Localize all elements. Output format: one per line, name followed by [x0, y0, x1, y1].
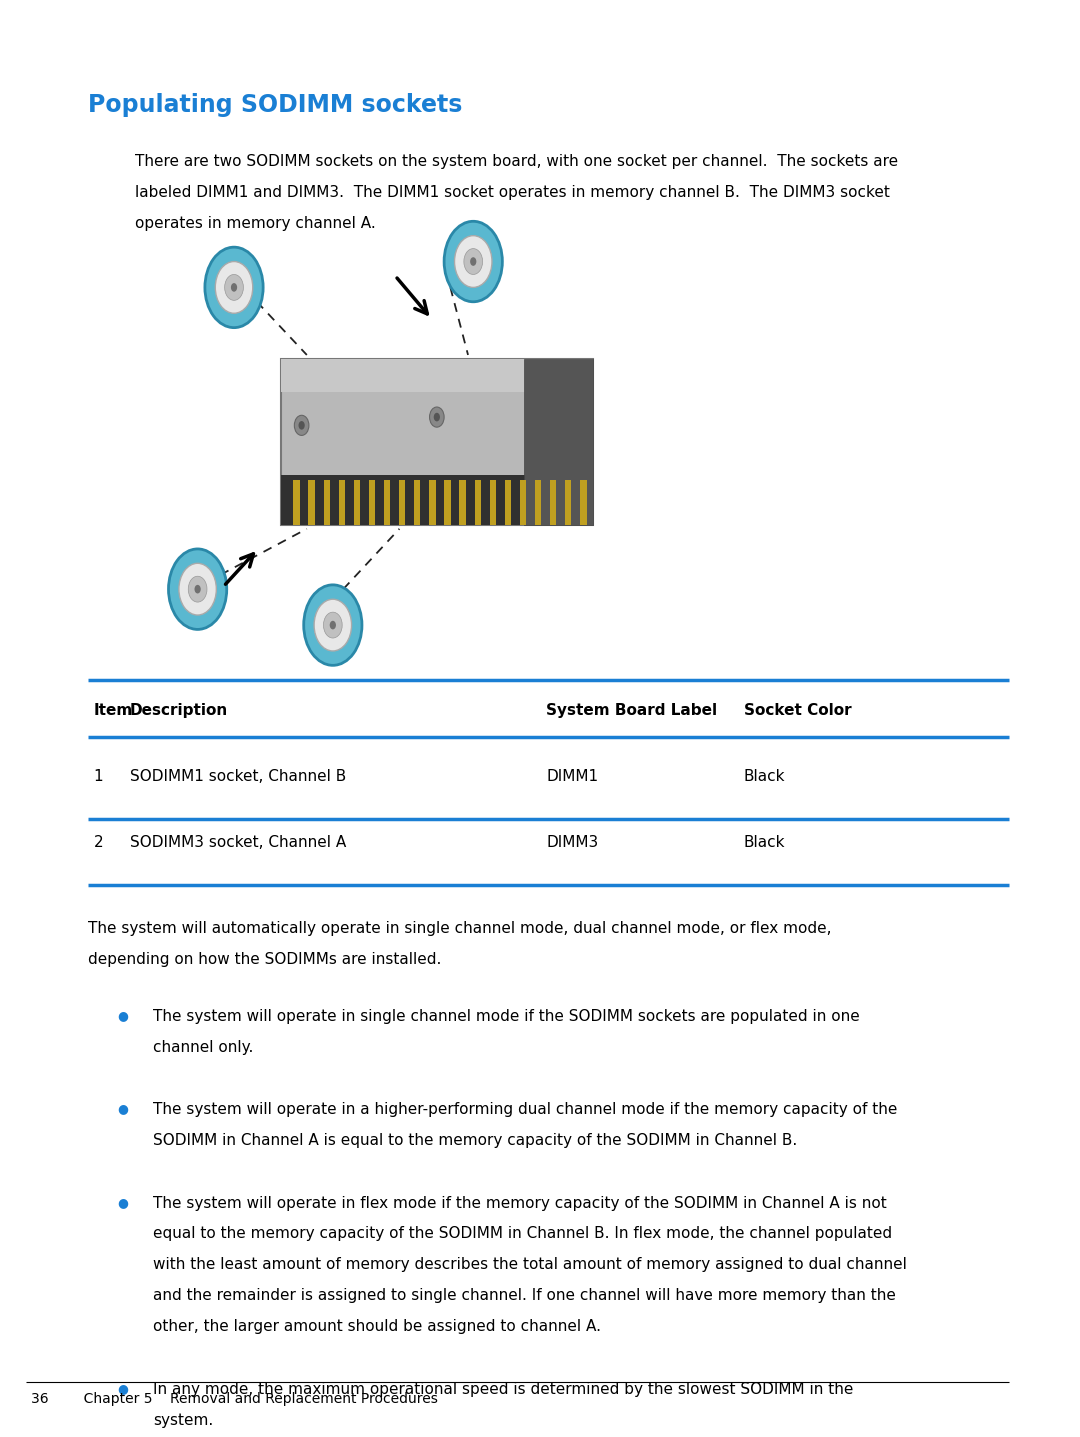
Text: system.: system. [153, 1413, 213, 1427]
Circle shape [205, 247, 264, 328]
Bar [504, 480, 511, 525]
Circle shape [179, 563, 216, 615]
Text: System Board Label: System Board Label [546, 703, 717, 717]
Bar [459, 480, 465, 525]
Circle shape [168, 549, 227, 629]
Circle shape [303, 585, 362, 665]
Circle shape [215, 262, 253, 313]
Text: Item: Item [94, 703, 133, 717]
Text: equal to the memory capacity of the SODIMM in Channel B. In flex mode, the chann: equal to the memory capacity of the SODI… [153, 1226, 892, 1242]
Bar [339, 480, 345, 525]
Bar [384, 480, 390, 525]
Circle shape [464, 249, 483, 274]
Circle shape [430, 407, 444, 427]
Text: There are two SODIMM sockets on the system board, with one socket per channel.  : There are two SODIMM sockets on the syst… [135, 154, 899, 168]
Text: SODIMM in Channel A is equal to the memory capacity of the SODIMM in Channel B.: SODIMM in Channel A is equal to the memo… [153, 1132, 797, 1148]
Text: with the least amount of memory describes the total amount of memory assigned to: with the least amount of memory describe… [153, 1257, 907, 1272]
Bar [414, 480, 420, 525]
Text: The system will operate in a higher-performing dual channel mode if the memory c: The system will operate in a higher-perf… [153, 1102, 897, 1117]
Bar [369, 480, 375, 525]
FancyBboxPatch shape [281, 359, 593, 525]
Text: Description: Description [130, 703, 228, 717]
Bar [550, 480, 556, 525]
Text: SODIMM3 socket, Channel A: SODIMM3 socket, Channel A [130, 835, 347, 849]
Text: 36        Chapter 5    Removal and Replacement Procedures: 36 Chapter 5 Removal and Replacement Pro… [31, 1392, 438, 1407]
Circle shape [188, 576, 207, 602]
Bar [444, 480, 450, 525]
Circle shape [329, 621, 336, 629]
Circle shape [434, 412, 440, 421]
Bar [354, 480, 360, 525]
Bar [524, 359, 593, 525]
Bar [489, 480, 496, 525]
Text: The system will automatically operate in single channel mode, dual channel mode,: The system will automatically operate in… [89, 921, 832, 935]
Text: Socket Color: Socket Color [744, 703, 851, 717]
Circle shape [314, 599, 352, 651]
Bar [309, 480, 314, 525]
Bar [519, 480, 526, 525]
Text: ●: ● [118, 1102, 129, 1115]
Bar [294, 480, 299, 525]
Bar [474, 480, 481, 525]
Text: DIMM1: DIMM1 [546, 769, 598, 783]
Text: Black: Black [744, 835, 785, 849]
Text: channel only.: channel only. [153, 1040, 254, 1055]
Text: operates in memory channel A.: operates in memory channel A. [135, 216, 376, 230]
Text: ●: ● [118, 1009, 129, 1022]
Circle shape [444, 221, 502, 302]
Text: DIMM3: DIMM3 [546, 835, 598, 849]
Circle shape [298, 421, 305, 430]
Text: 1: 1 [94, 769, 104, 783]
Text: In any mode, the maximum operational speed is determined by the slowest SODIMM i: In any mode, the maximum operational spe… [153, 1382, 853, 1397]
Text: depending on how the SODIMMs are installed.: depending on how the SODIMMs are install… [89, 953, 442, 967]
Circle shape [295, 415, 309, 435]
Text: The system will operate in single channel mode if the SODIMM sockets are populat: The system will operate in single channe… [153, 1009, 860, 1023]
Text: ●: ● [118, 1196, 129, 1209]
Bar [324, 480, 329, 525]
Text: labeled DIMM1 and DIMM3.  The DIMM1 socket operates in memory channel B.  The DI: labeled DIMM1 and DIMM3. The DIMM1 socke… [135, 184, 890, 200]
Circle shape [455, 236, 492, 287]
Bar [281, 359, 593, 392]
Text: other, the larger amount should be assigned to channel A.: other, the larger amount should be assig… [153, 1319, 600, 1334]
Bar [535, 480, 541, 525]
Text: 2: 2 [94, 835, 104, 849]
Bar [400, 480, 405, 525]
Bar [429, 480, 435, 525]
Text: Black: Black [744, 769, 785, 783]
Text: ●: ● [118, 1382, 129, 1395]
Text: The system will operate in flex mode if the memory capacity of the SODIMM in Cha: The system will operate in flex mode if … [153, 1196, 887, 1210]
Text: Populating SODIMM sockets: Populating SODIMM sockets [89, 93, 463, 118]
Circle shape [324, 612, 342, 638]
Circle shape [470, 257, 476, 266]
Text: SODIMM1 socket, Channel B: SODIMM1 socket, Channel B [130, 769, 347, 783]
Circle shape [231, 283, 238, 292]
Circle shape [194, 585, 201, 593]
Bar [281, 474, 593, 525]
Bar [580, 480, 586, 525]
Text: and the remainder is assigned to single channel. If one channel will have more m: and the remainder is assigned to single … [153, 1289, 895, 1303]
Circle shape [225, 274, 243, 300]
Bar [565, 480, 571, 525]
